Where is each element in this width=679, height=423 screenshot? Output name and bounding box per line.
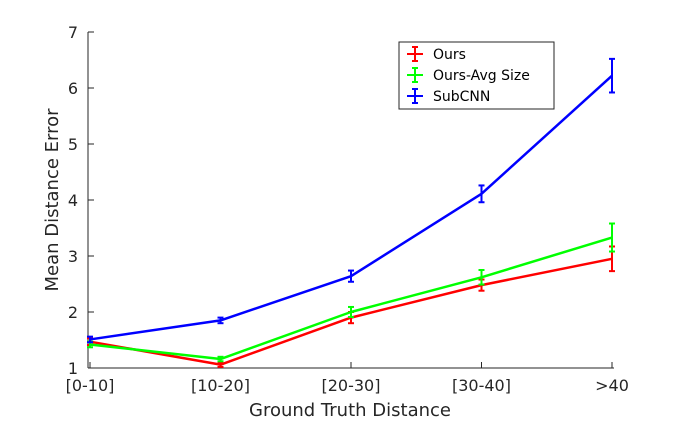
x-axis-label: Ground Truth Distance xyxy=(249,400,451,421)
y-axis-label: Mean Distance Error xyxy=(42,108,63,292)
y-tick-label-4: 5 xyxy=(68,135,78,154)
y-tick-label-1: 2 xyxy=(68,303,78,322)
y-tick-label-5: 6 xyxy=(68,79,78,98)
error-bar-2-1 xyxy=(217,316,224,325)
series-layer xyxy=(87,57,615,368)
legend-marker-0 xyxy=(407,46,423,62)
legend-box xyxy=(398,41,555,110)
error-bar-1-1 xyxy=(217,355,224,363)
legend-label-1: Ours-Avg Size xyxy=(433,68,530,84)
error-bar-2-0 xyxy=(87,335,93,344)
x-tick-label-1: [10-20] xyxy=(191,376,250,395)
error-bar-2-4 xyxy=(609,57,615,94)
error-bar-2-3 xyxy=(478,184,485,204)
y-tick-label-6: 7 xyxy=(68,23,78,42)
y-tick-label-2: 3 xyxy=(68,247,78,266)
error-bar-1-4 xyxy=(609,222,615,253)
x-tick-label-2: [20-30] xyxy=(322,376,381,395)
legend-marker-2 xyxy=(407,88,423,104)
x-tick-label-0: [0-10] xyxy=(66,376,115,395)
error-bar-1-3 xyxy=(478,269,485,286)
series-line-1 xyxy=(89,236,613,361)
legend: Ours Ours-Avg Size SubCNN xyxy=(398,41,555,110)
series-1 xyxy=(87,222,615,363)
legend-label-2: SubCNN xyxy=(433,89,490,105)
x-tick-label-4: >40 xyxy=(595,376,629,395)
series-2 xyxy=(87,57,615,344)
y-tick-label-0: 1 xyxy=(68,359,78,378)
x-tick-label-3: [30-40] xyxy=(452,376,511,395)
series-line-2 xyxy=(89,74,613,341)
error-bar-1-2 xyxy=(348,305,354,319)
y-tick-label-3: 4 xyxy=(68,191,78,210)
legend-marker-1 xyxy=(407,67,423,83)
plot-area: 1 2 3 4 5 6 7 [0-10] [10-20] [20-30] [30-40] >40 xyxy=(66,23,629,395)
legend-label-0: Ours xyxy=(433,47,466,63)
error-bar-2-2 xyxy=(348,269,354,283)
error-bar-0-1 xyxy=(217,361,224,368)
